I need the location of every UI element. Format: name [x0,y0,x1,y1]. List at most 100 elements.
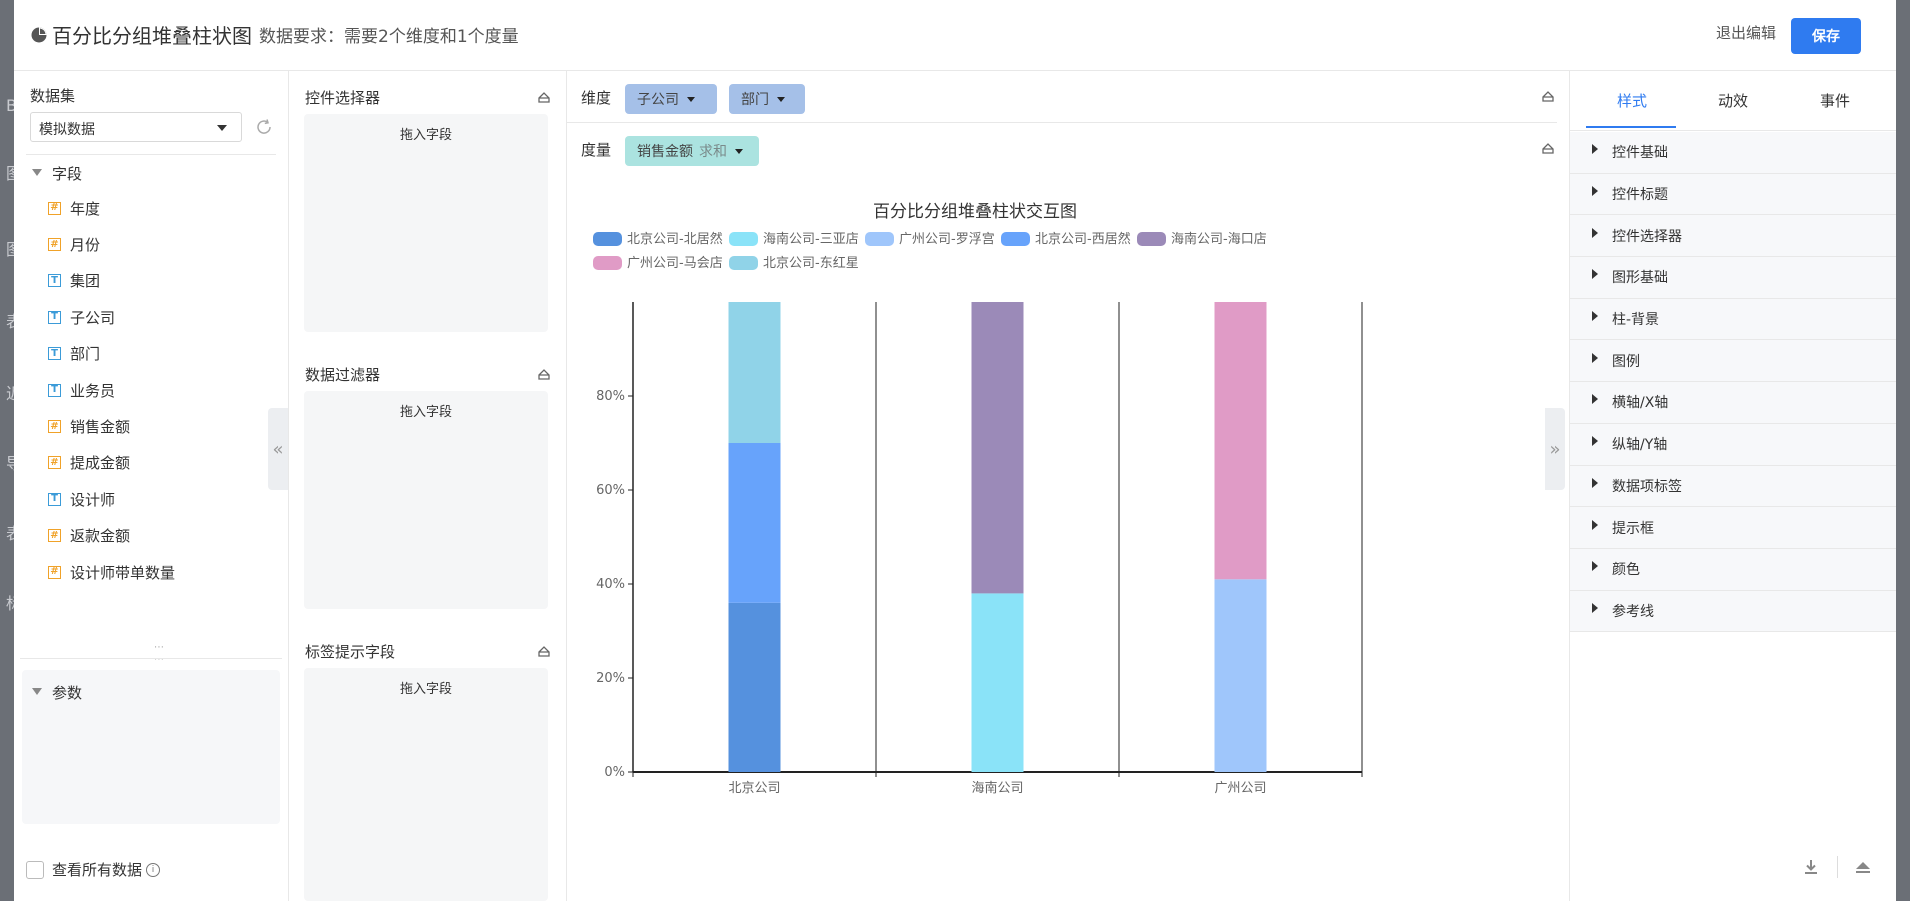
collapse-left-button[interactable]: « [268,408,288,490]
bar-segment [971,302,1024,594]
bar-segment [971,593,1024,772]
y-tick-label: 0% [604,765,625,780]
dimension-pill[interactable]: 子公司 [625,84,717,114]
text-field-icon: T [48,492,61,506]
y-tick-label: 60% [596,483,625,498]
field-item[interactable]: # 月份 [48,226,175,262]
number-field-icon: # [48,420,61,434]
clear-icon[interactable] [536,366,552,382]
legend-label: 广州公司-罗浮宫 [899,232,995,247]
legend-label: 广州公司-马会店 [627,256,723,271]
field-label: 设计师 [70,490,116,509]
field-label: 子公司 [70,308,116,327]
section-label: 颜色 [1612,562,1640,579]
view-all-checkbox[interactable] [26,860,44,879]
section-label: 控件标题 [1612,187,1668,204]
section-label: 控件基础 [1612,145,1668,162]
number-field-icon: # [48,529,61,543]
style-section[interactable]: 纵轴/Y轴 [1570,423,1896,466]
filter-drop-zone[interactable]: 拖入字段 [304,391,548,609]
page-title: 百分比分组堆叠柱状图 [52,24,252,48]
pill-label: 部门 [741,92,769,108]
field-item[interactable]: T 集团 [48,263,175,299]
style-section[interactable]: 图形基础 [1570,257,1896,299]
tooltip-field-title: 标签提示字段 [305,643,396,661]
x-tick-label: 广州公司 [1214,781,1266,796]
field-item[interactable]: T 设计师 [48,481,175,517]
caret-right-icon [1592,186,1598,197]
legend-label: 北京公司-东红星 [763,255,859,271]
tab-style[interactable]: 样式 [1616,92,1647,110]
fields-tree-header[interactable]: 字段 [32,163,82,184]
y-tick-label: 20% [596,671,625,686]
style-section[interactable]: 控件基础 [1570,132,1896,174]
field-item[interactable]: # 设计师带单数量 [48,554,175,590]
section-label: 数据项标签 [1612,478,1682,495]
style-section[interactable]: 参考线 [1570,590,1896,633]
legend-swatch [1137,232,1166,246]
tab-animation[interactable]: 动效 [1717,92,1748,110]
field-item[interactable]: # 提成金额 [48,445,175,481]
style-section[interactable]: 颜色 [1570,548,1896,591]
dataset-value: 模拟数据 [39,122,95,138]
params-header[interactable]: 参数 [32,682,82,703]
divider [26,154,276,155]
field-item[interactable]: # 返款金额 [48,518,175,554]
chart-editor-modal: 百分比分组堆叠柱状图 数据要求：需要2个维度和1个度量 退出编辑 保存 数据集 … [14,0,1896,901]
download-icon[interactable] [1802,858,1820,876]
refresh-icon[interactable] [254,117,274,137]
field-label: 月份 [70,236,101,255]
clear-icon[interactable] [1540,88,1556,104]
clear-icon[interactable] [536,89,552,105]
chevron-down-icon [687,96,695,102]
chevron-down-icon [777,96,785,102]
number-field-icon: # [48,238,61,252]
field-item[interactable]: # 销售金额 [48,408,175,444]
style-section[interactable]: 图例 [1570,340,1896,383]
tab-events[interactable]: 事件 [1819,92,1850,110]
pill-label: 子公司 [637,92,679,108]
eject-icon[interactable] [1854,858,1872,876]
dimension-pill[interactable]: 部门 [729,84,805,114]
field-item[interactable]: T 部门 [48,336,175,372]
caret-right-icon [1592,311,1598,322]
y-tick-label: 40% [596,577,625,592]
selector-drop-zone[interactable]: 拖入字段 [304,114,548,332]
legend-label: 北京公司-北居然 [627,231,723,247]
dataset-select[interactable]: 模拟数据 [30,112,242,142]
divider [1837,856,1838,878]
style-section[interactable]: 数据项标签 [1570,465,1896,508]
bar-segment [728,443,781,603]
measure-pill[interactable]: 销售金额 求和 [625,136,759,166]
field-item[interactable]: # 年度 [48,190,175,226]
collapse-right-button[interactable]: » [1545,408,1565,490]
resize-handle[interactable]: ⋯ [154,654,165,665]
caret-right-icon [1592,477,1598,488]
tooltip-drop-zone[interactable]: 拖入字段 [304,668,548,901]
resize-handle[interactable]: ⋯ [154,642,165,653]
caret-right-icon [1592,519,1598,530]
style-section[interactable]: 控件标题 [1570,173,1896,216]
style-section[interactable]: 横轴/X轴 [1570,382,1896,424]
caret-right-icon [1592,144,1598,155]
chart-panel: 维度 子公司 部门 度量 销售金额 求和 百分比分组堆叠柱状交互图 北京公司-北居然… [567,70,1568,901]
caret-right-icon [1592,269,1598,280]
style-section[interactable]: 控件选择器 [1570,215,1896,258]
field-label: 部门 [70,345,101,364]
dataset-panel: 数据集 模拟数据 字段 # 年度 # 月份 T 集团 T 子公司 T 部门 T 业务员 # 销… [14,70,289,901]
clear-icon[interactable] [536,643,552,659]
divider [20,658,282,659]
exit-edit-button[interactable]: 退出编辑 [1716,24,1777,42]
field-item[interactable]: T 子公司 [48,299,175,335]
clear-icon[interactable] [1540,140,1556,156]
info-icon[interactable]: i [146,862,161,877]
legend-swatch [1001,232,1030,246]
params-header-label: 参数 [52,684,83,702]
style-section[interactable]: 提示框 [1570,507,1896,549]
field-item[interactable]: T 业务员 [48,372,175,408]
bar-segment [1214,302,1267,580]
x-tick-label: 海南公司 [971,780,1023,796]
save-button[interactable]: 保存 [1791,18,1861,54]
style-section[interactable]: 柱-背景 [1570,298,1896,341]
